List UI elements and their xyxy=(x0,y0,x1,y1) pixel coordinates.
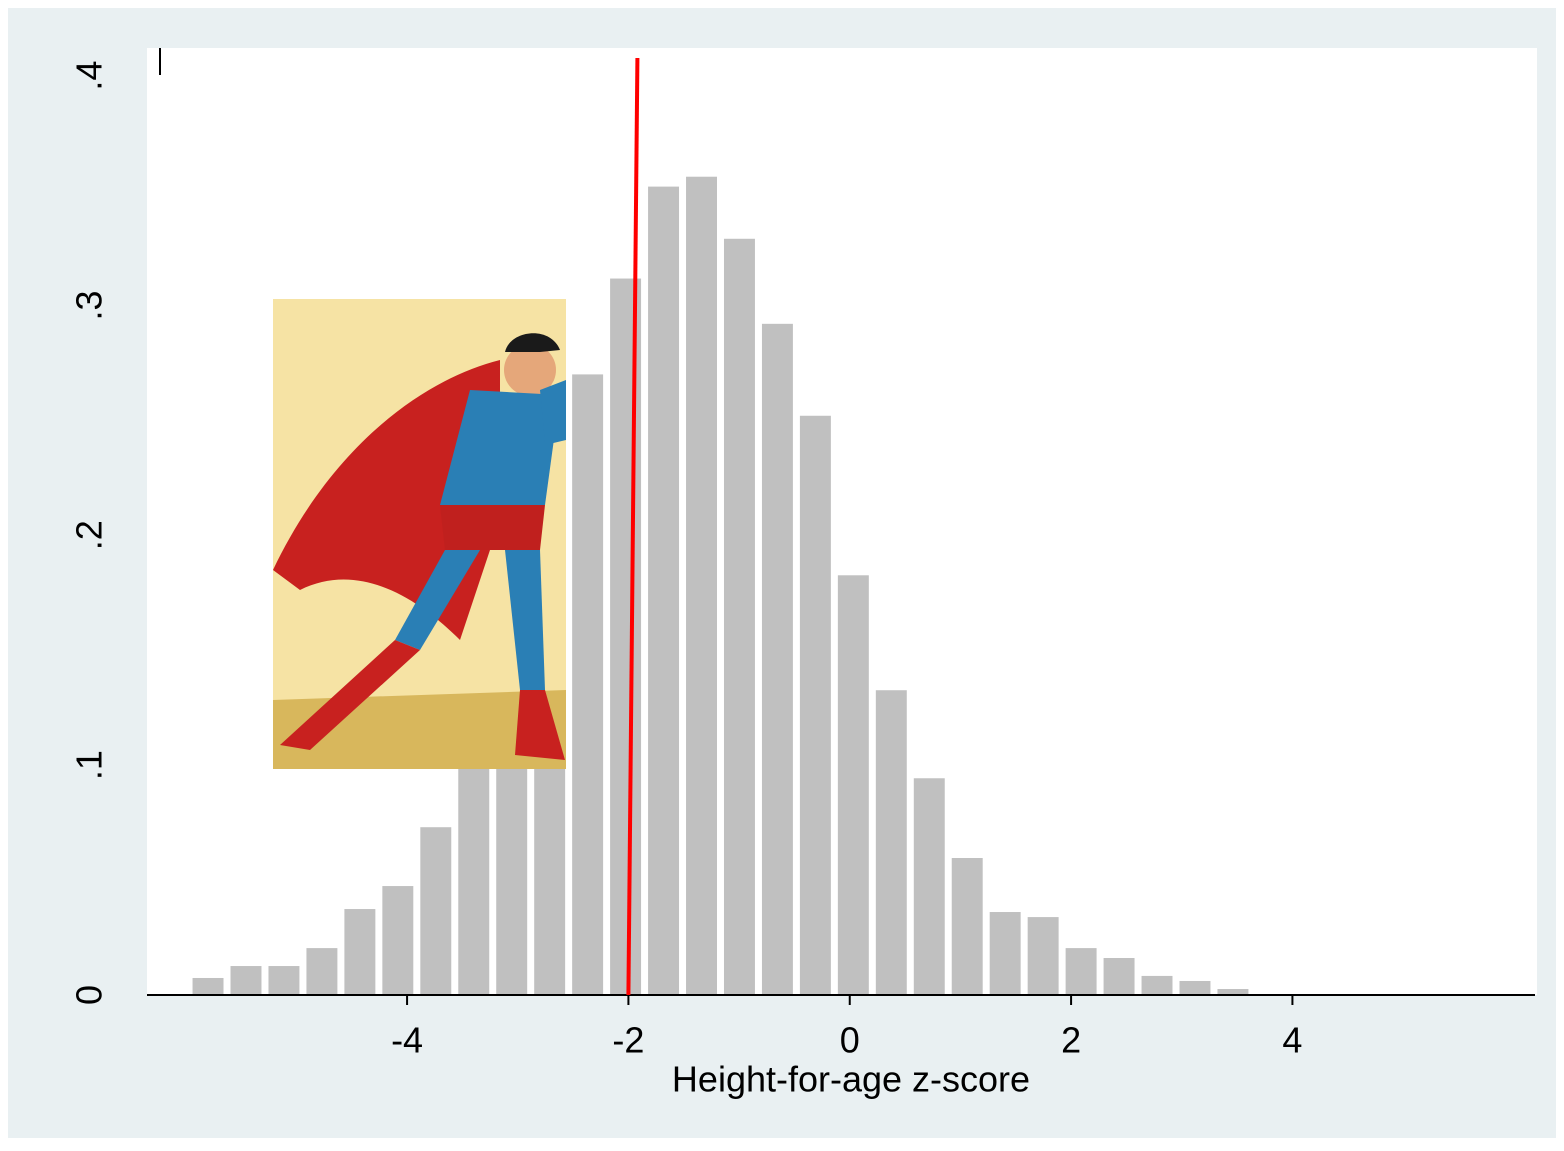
x-tick-label: 2 xyxy=(1061,1020,1081,1061)
y-tick-label: .4 xyxy=(69,61,110,91)
illustration-boot-right xyxy=(515,690,565,760)
bar xyxy=(458,742,490,995)
x-tick-label: 0 xyxy=(840,1020,860,1061)
bar xyxy=(420,827,452,995)
bar xyxy=(723,238,755,996)
bar xyxy=(306,948,338,995)
bar xyxy=(875,690,907,995)
bar xyxy=(230,966,262,995)
illustration-head xyxy=(504,344,556,396)
y-tick-label: 0 xyxy=(69,985,110,1005)
illustration xyxy=(273,299,566,769)
bar xyxy=(1027,917,1059,995)
bar xyxy=(913,778,945,995)
bar xyxy=(648,186,680,996)
illustration-torso xyxy=(440,390,560,505)
illustration-leg-left xyxy=(395,550,480,650)
illustration-leg-right xyxy=(505,550,545,690)
bar xyxy=(1141,975,1173,995)
illustration-hair xyxy=(505,333,560,352)
bar xyxy=(1217,989,1249,995)
x-axis-label: Height-for-age z-score xyxy=(672,1059,1030,1100)
bar xyxy=(268,966,300,995)
illustration-boot-left xyxy=(280,640,420,750)
bar xyxy=(382,886,414,995)
bar xyxy=(344,909,376,995)
bar xyxy=(192,977,224,995)
axes: -4 -2 0 2 4 0 .1 .2 .3 .4 xyxy=(69,61,1535,1061)
bar xyxy=(1103,957,1135,995)
bar xyxy=(686,176,717,995)
y-tick-label: .1 xyxy=(69,750,110,780)
bar xyxy=(1065,948,1097,995)
bar xyxy=(572,374,604,996)
reference-line xyxy=(626,57,640,996)
bar xyxy=(1179,980,1211,995)
x-tick-label: -4 xyxy=(391,1020,423,1061)
bar xyxy=(837,575,869,995)
bar xyxy=(610,278,642,995)
bar xyxy=(761,323,793,995)
bar xyxy=(951,858,983,995)
illustration-shorts xyxy=(440,505,545,550)
illustration-arm xyxy=(540,380,566,445)
y-tick-label: .2 xyxy=(69,520,110,550)
x-tick-label: -2 xyxy=(612,1020,644,1061)
bar xyxy=(799,415,831,996)
bar xyxy=(989,912,1021,995)
y-tick-label: .3 xyxy=(69,290,110,320)
x-tick-label: 4 xyxy=(1282,1020,1302,1061)
